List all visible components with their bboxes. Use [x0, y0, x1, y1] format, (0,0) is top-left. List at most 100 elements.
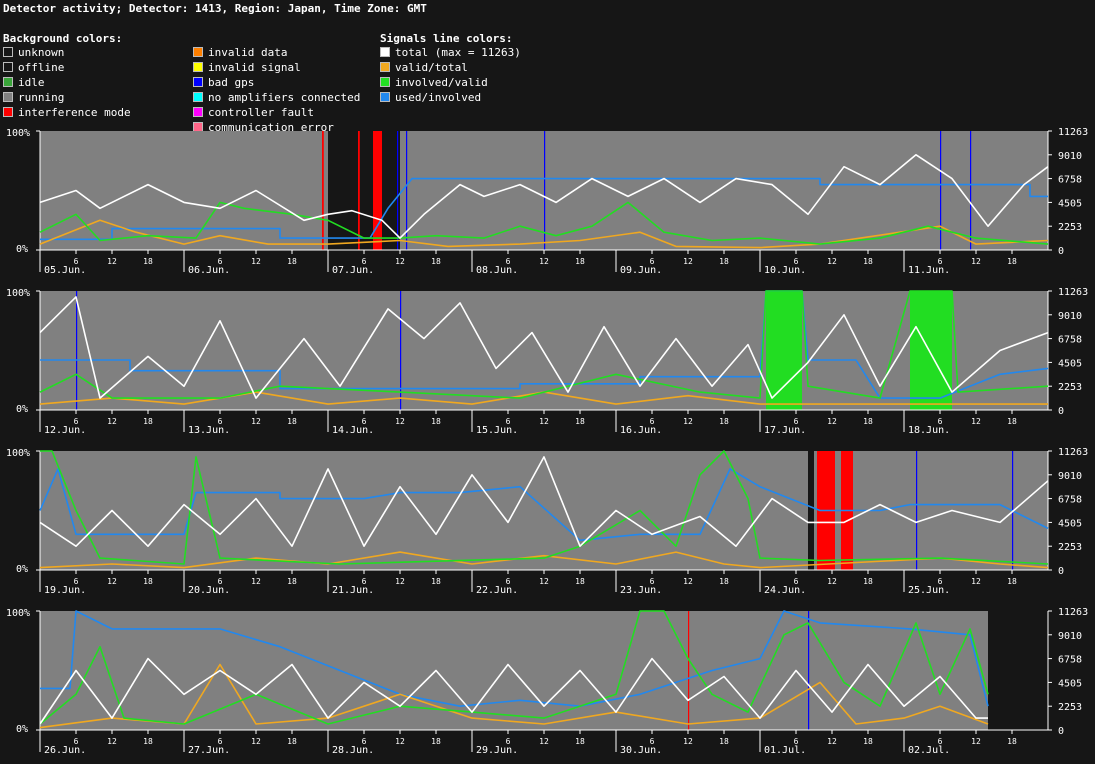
day-label: 02.Jul.: [908, 745, 950, 756]
legend-label: running: [18, 91, 65, 104]
legend-label: invalid data: [208, 46, 288, 59]
hour-label: 6: [794, 577, 799, 586]
hour-label: 12: [539, 737, 549, 746]
hour-label: 6: [74, 417, 79, 426]
y-right-tick-label: 4505: [1058, 678, 1082, 689]
hour-label: 12: [251, 737, 261, 746]
legend-label: unknown: [18, 46, 65, 59]
hour-label: 12: [971, 257, 981, 266]
hour-label: 12: [683, 577, 693, 586]
hour-label: 12: [827, 577, 837, 586]
hour-label: 18: [863, 417, 873, 426]
legend-swatch: [3, 47, 13, 57]
y-right-tick-label: 2253: [1058, 222, 1082, 233]
y-right-tick-label: 2253: [1058, 702, 1082, 713]
y-left-label-bottom: 0%: [16, 724, 28, 735]
day-label: 22.Jun.: [476, 585, 518, 596]
hour-label: 12: [251, 257, 261, 266]
y-left-label-top: 100%: [6, 608, 30, 619]
day-label: 15.Jun.: [476, 425, 518, 436]
status-mark-green: [910, 291, 952, 410]
legend-label: involved/valid: [395, 76, 488, 89]
hour-label: 12: [107, 257, 117, 266]
day-label: 29.Jun.: [476, 745, 518, 756]
hour-label: 12: [107, 417, 117, 426]
hour-label: 12: [251, 577, 261, 586]
status-mark-blue: [397, 131, 399, 250]
y-right-tick-label: 6758: [1058, 655, 1082, 666]
hour-label: 6: [650, 737, 655, 746]
day-label: 19.Jun.: [44, 585, 86, 596]
hour-label: 18: [431, 417, 441, 426]
hour-label: 6: [794, 737, 799, 746]
y-right-tick-label: 6758: [1058, 175, 1082, 186]
legend-label: interference mode: [18, 106, 131, 119]
day-label: 12.Jun.: [44, 425, 86, 436]
legend-label: bad gps: [208, 76, 255, 89]
signals-legend-heading: Signals line colors:: [380, 32, 513, 45]
status-mark-blue: [916, 451, 918, 570]
legend-swatch: [3, 62, 13, 72]
y-right-tick-label: 4505: [1058, 518, 1082, 529]
legend-label: communication error: [208, 121, 334, 134]
day-label: 28.Jun.: [332, 745, 374, 756]
day-label: 16.Jun.: [620, 425, 662, 436]
day-label: 30.Jun.: [620, 745, 662, 756]
y-left-label-top: 100%: [6, 448, 30, 459]
status-mark-blue: [940, 131, 942, 250]
hour-label: 18: [287, 417, 297, 426]
hour-label: 18: [1007, 577, 1017, 586]
hour-label: 18: [143, 417, 153, 426]
day-label: 18.Jun.: [908, 425, 950, 436]
legend-item-communication-error: communication error: [193, 120, 334, 135]
day-label: 26.Jun.: [44, 745, 86, 756]
hour-label: 12: [107, 577, 117, 586]
hour-label: 6: [794, 417, 799, 426]
status-mark-black: [808, 451, 814, 570]
hour-label: 6: [362, 737, 367, 746]
y-right-tick-label: 2253: [1058, 382, 1082, 393]
y-left-label-bottom: 0%: [16, 404, 28, 415]
hour-label: 18: [1007, 737, 1017, 746]
legend-label: controller fault: [208, 106, 314, 119]
hour-label: 12: [971, 737, 981, 746]
y-right-tick-label: 0: [1058, 406, 1064, 417]
legend-swatch: [193, 92, 203, 102]
status-mark-blue: [406, 131, 408, 250]
page-title: Detector activity; Detector: 1413, Regio…: [3, 2, 427, 15]
legend-item-controller-fault: controller fault: [193, 105, 314, 120]
legend-item-idle: idle: [3, 75, 45, 90]
y-right-tick-label: 9010: [1058, 151, 1082, 162]
legend-item-unknown: unknown: [3, 45, 64, 60]
hour-label: 12: [395, 737, 405, 746]
status-mark-red: [358, 131, 360, 250]
series-valid-total: [39, 219, 1049, 249]
hour-label: 12: [827, 737, 837, 746]
legend-swatch: [380, 92, 390, 102]
y-right-tick-label: 11263: [1058, 447, 1088, 458]
series-involved-valid: [39, 201, 1049, 245]
status-mark-blue: [544, 131, 546, 250]
hour-label: 12: [539, 257, 549, 266]
day-label: 06.Jun.: [188, 265, 230, 276]
series-total: [39, 154, 1049, 239]
legend-swatch: [193, 77, 203, 87]
status-mark-blue: [76, 291, 78, 410]
hour-label: 6: [938, 737, 943, 746]
legend-swatch: [380, 47, 390, 57]
hour-label: 12: [827, 417, 837, 426]
background-legend-heading: Background colors:: [3, 32, 123, 45]
legend-item-running: running: [3, 90, 64, 105]
hour-label: 18: [863, 257, 873, 266]
hour-label: 6: [362, 257, 367, 266]
day-label: 05.Jun.: [44, 265, 86, 276]
hour-label: 12: [683, 257, 693, 266]
day-label: 13.Jun.: [188, 425, 230, 436]
day-label: 25.Jun.: [908, 585, 950, 596]
hour-label: 6: [938, 417, 943, 426]
hour-label: 18: [431, 737, 441, 746]
hour-label: 6: [938, 577, 943, 586]
series-total: [39, 296, 1049, 399]
day-label: 01.Jul.: [764, 745, 806, 756]
status-mark-red: [688, 611, 690, 730]
